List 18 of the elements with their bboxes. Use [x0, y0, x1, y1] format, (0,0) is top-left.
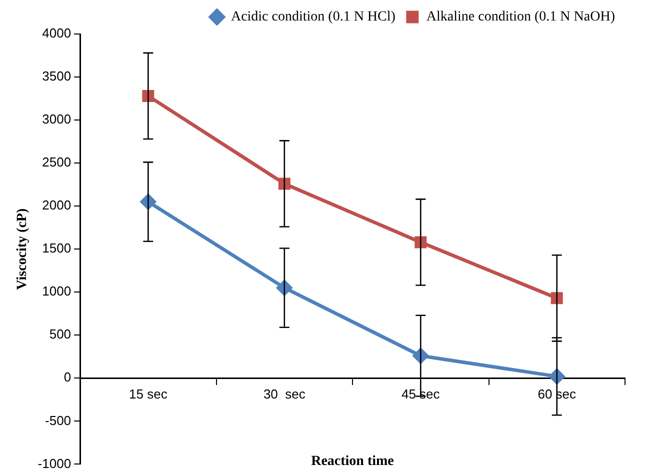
- x-tick-label: 15 sec: [129, 386, 168, 402]
- y-tick-label: 2500: [42, 154, 72, 170]
- x-tick-label: 30 sec: [263, 386, 306, 402]
- y-tick-label: -500: [45, 412, 72, 428]
- y-tick-label: 0: [64, 370, 72, 385]
- y-tick-label: 2000: [42, 198, 72, 213]
- y-tick-label: 3500: [42, 68, 72, 84]
- y-tick-label: 1000: [42, 284, 72, 299]
- y-tick-label: 500: [49, 326, 72, 342]
- y-tick-label: -1000: [38, 456, 72, 471]
- legend-label: Alkaline condition (0.1 N NaOH): [426, 10, 616, 25]
- y-axis-title: Viscocity (cP): [15, 208, 30, 290]
- y-tick-label: 1500: [42, 240, 72, 256]
- legend-label: Acidic condition (0.1 N HCl): [230, 10, 396, 25]
- y-tick-label: 4000: [42, 26, 72, 41]
- y-tick-label: 3000: [42, 112, 72, 127]
- x-axis-title: Reaction time: [311, 454, 394, 469]
- x-tick-label: 45 sec: [401, 386, 440, 402]
